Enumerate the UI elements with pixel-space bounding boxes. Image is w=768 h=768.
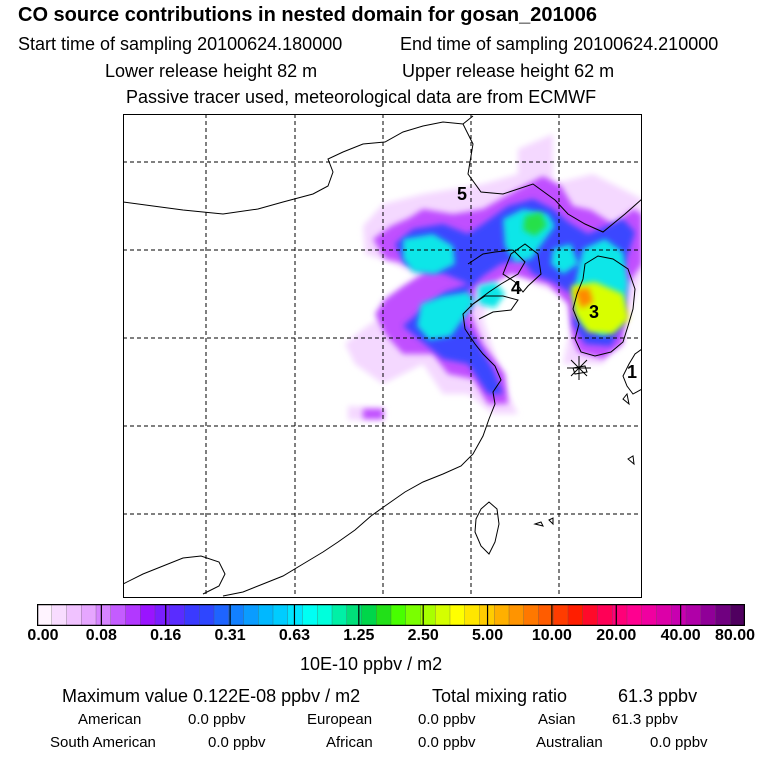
colorbar-tick-label: 0.31 bbox=[214, 627, 246, 644]
colorbar-cell bbox=[376, 604, 392, 626]
colorbar-tick-label: 5.00 bbox=[471, 627, 504, 644]
colorbar-cell bbox=[715, 604, 732, 626]
region-asian-name: Asian bbox=[538, 711, 576, 728]
colorbar-cell bbox=[125, 604, 142, 626]
colorbar-cell bbox=[258, 604, 274, 626]
colorbar-cell bbox=[317, 604, 333, 626]
colorbar-cell bbox=[361, 604, 378, 626]
colorbar-tick-label: 0.00 bbox=[27, 627, 59, 644]
figure-title: CO source contributions in nested domain… bbox=[18, 4, 598, 26]
colorbar-cell bbox=[567, 604, 584, 626]
region-label-5: 5 bbox=[457, 184, 467, 204]
colorbar-cell bbox=[390, 604, 407, 626]
colorbar-cell bbox=[243, 604, 260, 626]
colorbar-tick-label: 1.25 bbox=[343, 627, 375, 644]
colorbar-cell bbox=[95, 604, 112, 626]
region-australian-name: Australian bbox=[536, 734, 603, 751]
colorbar-cell bbox=[553, 604, 569, 626]
plume-blue bbox=[395, 199, 635, 394]
region-australian-value: 0.0 ppbv bbox=[650, 734, 708, 751]
colorbar-cell bbox=[508, 604, 525, 626]
colorbar-cell bbox=[51, 604, 68, 626]
colorbar-cell bbox=[730, 604, 745, 626]
colorbar-cell bbox=[582, 604, 599, 626]
colorbar-cell bbox=[184, 604, 201, 626]
region-label-4: 4 bbox=[511, 278, 521, 298]
colorbar-cell bbox=[612, 604, 628, 626]
colorbar-cell bbox=[346, 604, 363, 626]
colorbar-unit-label: 10E-10 ppbv / m2 bbox=[300, 654, 443, 674]
total-mixing-ratio-label: Total mixing ratio bbox=[432, 686, 568, 706]
lat-lon-grid bbox=[123, 114, 642, 598]
lower-release-height: Lower release height 82 m bbox=[105, 61, 318, 81]
tracer-info: Passive tracer used, meteorological data… bbox=[126, 87, 597, 107]
colorbar-tick-label: 0.16 bbox=[150, 627, 182, 644]
region-african-value: 0.0 ppbv bbox=[418, 734, 476, 751]
colorbar-tick-label: 20.00 bbox=[596, 627, 637, 644]
region-african-name: African bbox=[326, 734, 373, 751]
colorbar-tick-label: 2.50 bbox=[407, 627, 439, 644]
map-frame bbox=[123, 114, 642, 598]
region-european-name: European bbox=[307, 711, 373, 728]
coastlines bbox=[123, 115, 642, 597]
region-label-3: 3 bbox=[589, 302, 599, 322]
colorbar-tick-label: 0.63 bbox=[278, 627, 311, 644]
colorbar-frame bbox=[37, 604, 745, 626]
colorbar-cell bbox=[700, 604, 717, 626]
colorbar-cell bbox=[671, 604, 687, 626]
colorbar-tick-label: 40.00 bbox=[660, 627, 701, 644]
colorbar-cell bbox=[81, 604, 97, 626]
colorbar-cell bbox=[110, 604, 127, 626]
region-south-american-name: South American bbox=[50, 734, 156, 751]
plume-peak bbox=[575, 288, 593, 308]
colorbar-tick-label: 80.00 bbox=[714, 627, 756, 644]
colorbar-cell bbox=[523, 604, 540, 626]
colorbar-cell bbox=[213, 604, 230, 626]
colorbar bbox=[37, 604, 745, 626]
source-contribution-map: 5 4 3 1 bbox=[123, 114, 642, 598]
region-asian-value: 61.3 ppbv bbox=[612, 711, 678, 728]
colorbar-cell bbox=[287, 604, 304, 626]
region-european-value: 0.0 ppbv bbox=[418, 711, 476, 728]
colorbar-cell bbox=[685, 604, 702, 626]
colorbar-cell bbox=[154, 604, 171, 626]
colorbar-cell bbox=[464, 604, 481, 626]
colorbar-cell bbox=[597, 604, 614, 626]
total-mixing-ratio-value: 61.3 ppbv bbox=[618, 686, 698, 706]
region-american-name: American bbox=[78, 711, 142, 728]
colorbar-cell bbox=[37, 604, 53, 626]
colorbar-cell bbox=[199, 604, 215, 626]
colorbar-cell bbox=[228, 604, 245, 626]
start-time-label: Start time of sampling 20100624.180000 bbox=[18, 34, 343, 54]
region-south-american-value: 0.0 ppbv bbox=[208, 734, 266, 751]
colorbar-cell bbox=[331, 604, 348, 626]
colorbar-tick-label: 10.00 bbox=[531, 627, 572, 644]
colorbar-cell bbox=[626, 604, 643, 626]
receptor-marker-icon bbox=[567, 356, 591, 380]
colorbar-cell bbox=[449, 604, 466, 626]
colorbar-cell bbox=[272, 604, 289, 626]
colorbar-cell bbox=[66, 604, 83, 626]
colorbar-cell bbox=[494, 604, 510, 626]
colorbar-tick-label: 0.08 bbox=[85, 627, 117, 644]
plume-green bbox=[523, 212, 547, 236]
colorbar-cell bbox=[435, 604, 451, 626]
upper-release-height: Upper release height 62 m bbox=[402, 61, 615, 81]
colorbar-cell bbox=[405, 604, 422, 626]
colorbar-cell bbox=[140, 604, 156, 626]
region-american-value: 0.0 ppbv bbox=[188, 711, 246, 728]
end-time-label: End time of sampling 20100624.210000 bbox=[400, 34, 719, 54]
region-label-1: 1 bbox=[627, 362, 637, 382]
colorbar-cell bbox=[656, 604, 673, 626]
maximum-value-label: Maximum value 0.122E-08 ppbv / m2 bbox=[62, 686, 361, 706]
colorbar-cell bbox=[641, 604, 658, 626]
colorbar-cell bbox=[302, 604, 319, 626]
colorbar-cell bbox=[169, 604, 186, 626]
